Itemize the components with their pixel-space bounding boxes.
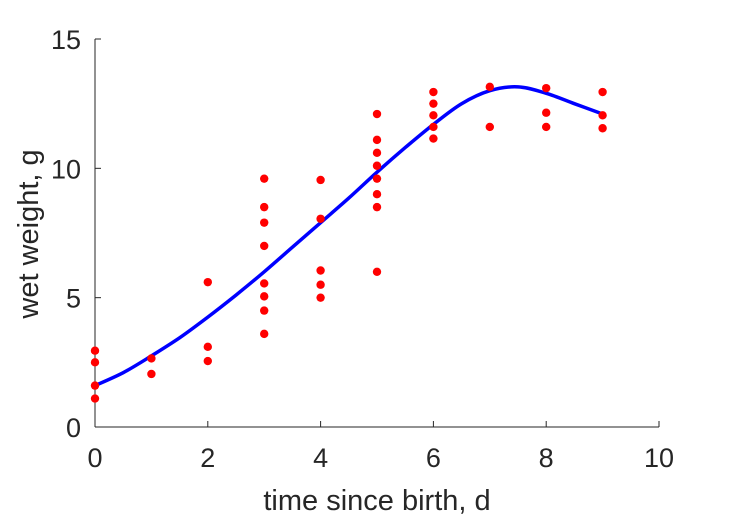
data-point: [429, 87, 438, 97]
data-point: [429, 99, 438, 108]
data-point: [542, 83, 551, 93]
data-points-layer: [90, 82, 607, 403]
data-point: [260, 174, 269, 183]
data-point: [372, 190, 382, 199]
axis-labels: time since birth, d wet weight, g: [13, 149, 491, 517]
y-tick-label: 0: [66, 413, 81, 443]
data-point: [260, 292, 269, 301]
data-point: [147, 354, 156, 363]
x-tick-label: 10: [644, 443, 674, 473]
data-point: [542, 122, 551, 132]
data-point: [598, 111, 607, 120]
data-point: [429, 111, 438, 120]
data-point: [90, 394, 100, 403]
data-point: [260, 202, 269, 212]
data-point: [598, 87, 607, 97]
data-point: [90, 346, 100, 355]
x-tick-label: 6: [426, 443, 441, 473]
fit-curve: [93, 85, 605, 388]
data-point: [260, 218, 269, 227]
data-point: [316, 293, 325, 302]
data-point: [147, 369, 156, 379]
axes: 0 2 4 6 8 10 0 5 10 15: [51, 25, 674, 473]
data-point: [372, 109, 382, 119]
data-point: [372, 148, 382, 158]
data-point: [372, 202, 382, 212]
data-point: [429, 122, 438, 132]
data-point: [260, 329, 269, 339]
data-point: [542, 108, 551, 117]
y-tick-label: 10: [51, 154, 81, 184]
x-tick-label: 2: [200, 443, 215, 473]
y-tick-label: 5: [66, 284, 81, 314]
data-point: [429, 134, 438, 143]
data-point: [372, 161, 382, 170]
x-tick-label: 8: [539, 443, 554, 473]
data-point: [372, 267, 382, 276]
y-tick-label: 15: [51, 25, 81, 55]
data-point: [598, 124, 607, 133]
x-axis-label: time since birth, d: [263, 485, 490, 517]
data-point: [372, 174, 382, 183]
data-point: [485, 122, 494, 132]
x-tick-label: 0: [87, 443, 102, 473]
y-axis-label: wet weight, g: [13, 149, 45, 319]
data-point: [372, 135, 382, 145]
data-point: [203, 277, 212, 287]
data-point: [316, 175, 325, 185]
data-point: [316, 280, 325, 289]
data-point: [316, 266, 325, 275]
fit-curve-layer: [93, 85, 605, 388]
data-point: [260, 279, 269, 288]
data-point: [203, 356, 212, 366]
data-point: [316, 214, 325, 223]
data-point: [90, 381, 100, 390]
data-point: [203, 342, 212, 352]
data-point: [90, 358, 100, 367]
data-point: [260, 306, 269, 315]
data-point: [260, 241, 269, 251]
x-tick-label: 4: [313, 443, 328, 473]
data-point: [485, 82, 494, 92]
